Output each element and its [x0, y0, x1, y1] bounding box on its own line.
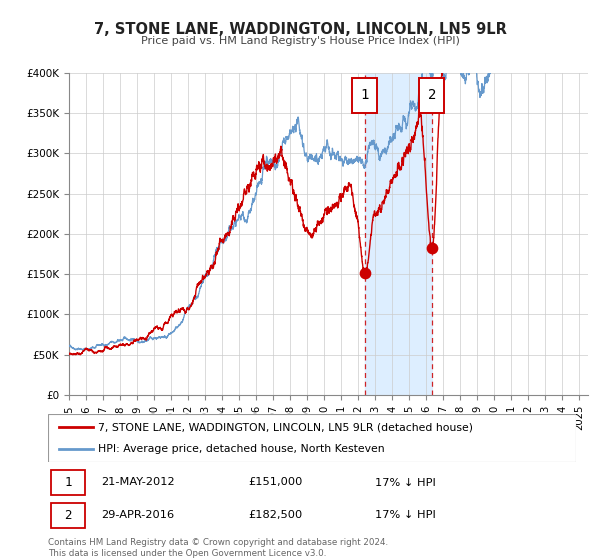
Text: £182,500: £182,500	[248, 511, 303, 520]
Text: 2: 2	[64, 509, 71, 522]
Text: 29-APR-2016: 29-APR-2016	[101, 511, 174, 520]
Point	[427, 244, 437, 253]
Text: Price paid vs. HM Land Registry's House Price Index (HPI): Price paid vs. HM Land Registry's House …	[140, 36, 460, 46]
FancyBboxPatch shape	[50, 470, 85, 496]
Text: 2: 2	[428, 88, 436, 102]
Point	[360, 269, 370, 278]
FancyBboxPatch shape	[419, 78, 445, 113]
Text: 1: 1	[361, 88, 369, 102]
FancyBboxPatch shape	[50, 502, 85, 528]
Text: 7, STONE LANE, WADDINGTON, LINCOLN, LN5 9LR (detached house): 7, STONE LANE, WADDINGTON, LINCOLN, LN5 …	[98, 422, 473, 432]
Text: 7, STONE LANE, WADDINGTON, LINCOLN, LN5 9LR: 7, STONE LANE, WADDINGTON, LINCOLN, LN5 …	[94, 22, 506, 38]
Text: £151,000: £151,000	[248, 478, 303, 487]
Text: 21-MAY-2012: 21-MAY-2012	[101, 478, 175, 487]
Text: 17% ↓ HPI: 17% ↓ HPI	[376, 511, 436, 520]
FancyBboxPatch shape	[352, 78, 377, 113]
Text: 1: 1	[64, 476, 71, 489]
Text: 17% ↓ HPI: 17% ↓ HPI	[376, 478, 436, 487]
Text: Contains HM Land Registry data © Crown copyright and database right 2024.
This d: Contains HM Land Registry data © Crown c…	[48, 538, 388, 558]
Text: HPI: Average price, detached house, North Kesteven: HPI: Average price, detached house, Nort…	[98, 444, 385, 454]
FancyBboxPatch shape	[48, 414, 576, 462]
